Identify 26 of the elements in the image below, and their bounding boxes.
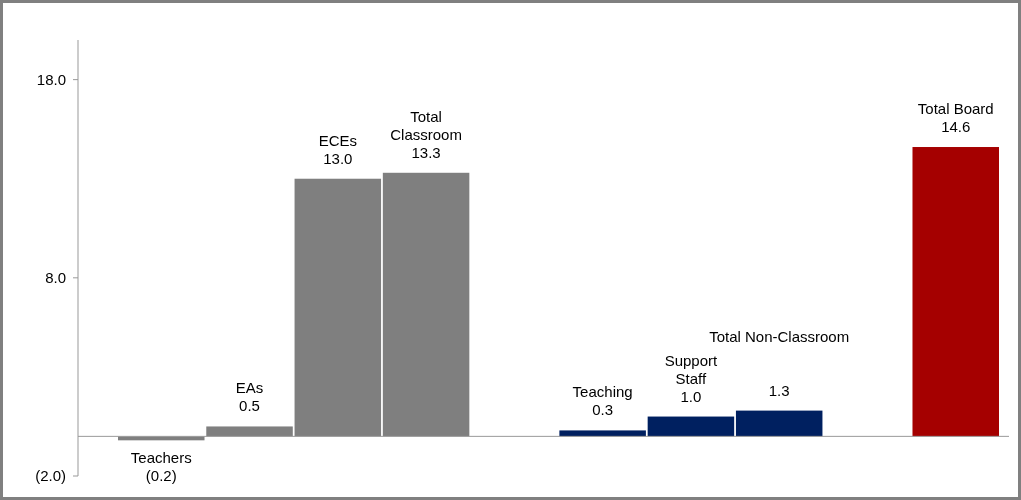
x-tick-label: Total Non-Classroom [709, 327, 850, 345]
data-label: 13.0 [323, 149, 353, 167]
x-tick-label: Total Classroom [390, 107, 462, 143]
bar [735, 410, 823, 437]
data-label: 13.3 [411, 143, 441, 161]
data-label: 0.3 [592, 401, 614, 419]
x-tick-label: Support Staff [664, 351, 719, 387]
x-tick-label: Teachers [130, 449, 192, 467]
data-label: 0.5 [239, 397, 260, 415]
y-tick-label: (2.0) [35, 467, 66, 485]
x-tick-label: ECEs [318, 131, 357, 149]
bar [294, 178, 382, 437]
x-tick-label: Teaching [572, 383, 633, 401]
y-tick-label: 8.0 [45, 269, 66, 287]
data-label: 1.3 [768, 381, 790, 399]
data-label: 1.0 [680, 387, 702, 405]
data-label: 14.6 [941, 118, 971, 136]
x-tick-label: Total Board [917, 100, 994, 118]
bar [912, 147, 999, 437]
bar [559, 430, 646, 437]
data-label: (0.2) [145, 467, 177, 485]
bar [647, 416, 735, 437]
x-tick-label: EAs [235, 379, 264, 397]
y-tick-label: 18.0 [36, 70, 66, 88]
bar [382, 172, 470, 437]
bar [206, 426, 293, 437]
